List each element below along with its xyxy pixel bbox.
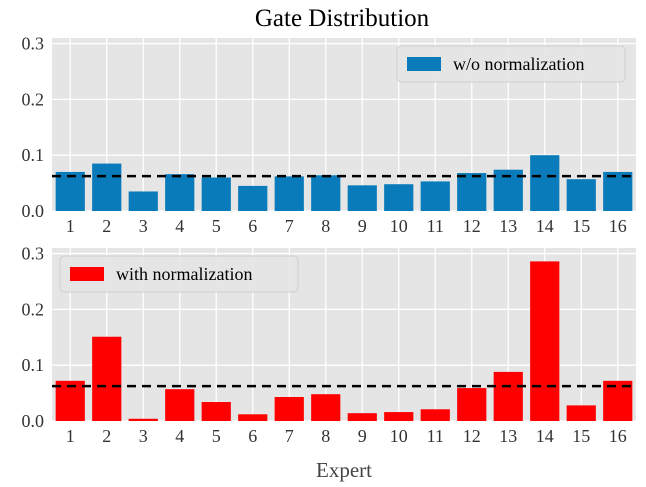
x-tick-label: 9 [358,216,367,236]
chart-title: Gate Distribution [255,5,430,32]
x-tick-label: 12 [463,216,481,236]
bar-expert-11 [420,409,450,421]
bar-expert-8 [311,175,341,211]
bar-expert-2 [92,163,122,211]
bar-expert-16 [603,380,633,421]
bar-expert-9 [347,413,377,421]
y-tick-label: 0.2 [22,299,45,319]
x-tick-label: 2 [102,216,111,236]
x-tick-label: 14 [536,426,554,446]
legend-box [396,45,626,83]
panel-with-normalization: 0.00.10.20.31 2 3 4 5 6 7 8 9 10 11 12 13 14 15 16with … [22,244,636,446]
x-tick-label: 14 [536,216,554,236]
bar-expert-14 [530,261,560,421]
bar-expert-6 [238,185,268,211]
bar-expert-12 [457,173,487,211]
legend-label: with normalization [116,264,252,284]
bar-expert-8 [311,394,341,421]
x-tick-label: 11 [427,426,444,446]
legend-swatch [407,57,441,71]
bar-expert-1 [55,380,85,421]
x-tick-label: 16 [609,426,627,446]
x-tick-label: 1 [66,216,75,236]
bar-expert-7 [274,176,304,211]
bar-expert-5 [201,177,231,211]
bar-expert-6 [238,414,268,421]
bar-expert-13 [493,371,523,421]
y-tick-label: 0.3 [22,34,45,54]
y-tick-label: 0.2 [22,89,45,109]
x-tick-label: 6 [248,426,257,446]
x-tick-label: 4 [175,426,184,446]
bar-expert-16 [603,171,633,211]
bar-expert-7 [274,397,304,421]
x-tick-label: 4 [175,216,184,236]
x-tick-label: 13 [499,216,517,236]
x-axis-label: Expert [316,458,372,482]
y-tick-label: 0.3 [22,244,45,264]
bar-expert-12 [457,388,487,421]
bar-expert-11 [420,181,450,211]
bar-expert-14 [530,155,560,211]
bar-expert-4 [165,174,195,211]
y-tick-label: 0.1 [22,145,45,165]
bar-expert-3 [128,418,158,421]
x-tick-label: 15 [572,426,590,446]
x-tick-label: 11 [427,216,444,236]
x-tick-label: 16 [609,216,627,236]
bar-expert-5 [201,402,231,421]
bar-expert-2 [92,336,122,421]
x-tick-label: 5 [212,426,221,446]
x-tick-label: 5 [212,216,221,236]
x-tick-label: 12 [463,426,481,446]
x-tick-label: 7 [285,216,294,236]
y-tick-label: 0.0 [22,411,45,431]
x-tick-label: 15 [572,216,590,236]
x-tick-label: 3 [139,426,148,446]
bar-expert-10 [384,412,414,421]
legend-box [59,255,299,293]
x-tick-label: 10 [390,426,408,446]
x-tick-label: 8 [321,216,330,236]
x-tick-label: 2 [102,426,111,446]
x-tick-label: 7 [285,426,294,446]
x-tick-label: 13 [499,426,517,446]
y-tick-label: 0.1 [22,355,45,375]
bar-expert-4 [165,389,195,421]
y-tick-label: 0.0 [22,201,45,221]
bar-expert-3 [128,191,158,211]
x-tick-label: 1 [66,426,75,446]
x-tick-label: 6 [248,216,257,236]
x-tick-label: 8 [321,426,330,446]
x-tick-label: 3 [139,216,148,236]
bar-expert-10 [384,184,414,211]
bar-expert-9 [347,185,377,211]
legend-swatch [70,267,104,281]
x-tick-label: 9 [358,426,367,446]
bar-expert-1 [55,171,85,211]
legend-label: w/o normalization [453,54,584,74]
bar-expert-15 [566,405,596,421]
panel-without-normalization: 0.00.10.20.31 2 3 4 5 6 7 8 9 10 11 12 13 14 15 16w/o n… [22,34,636,236]
bar-expert-15 [566,179,596,211]
x-tick-label: 10 [390,216,408,236]
